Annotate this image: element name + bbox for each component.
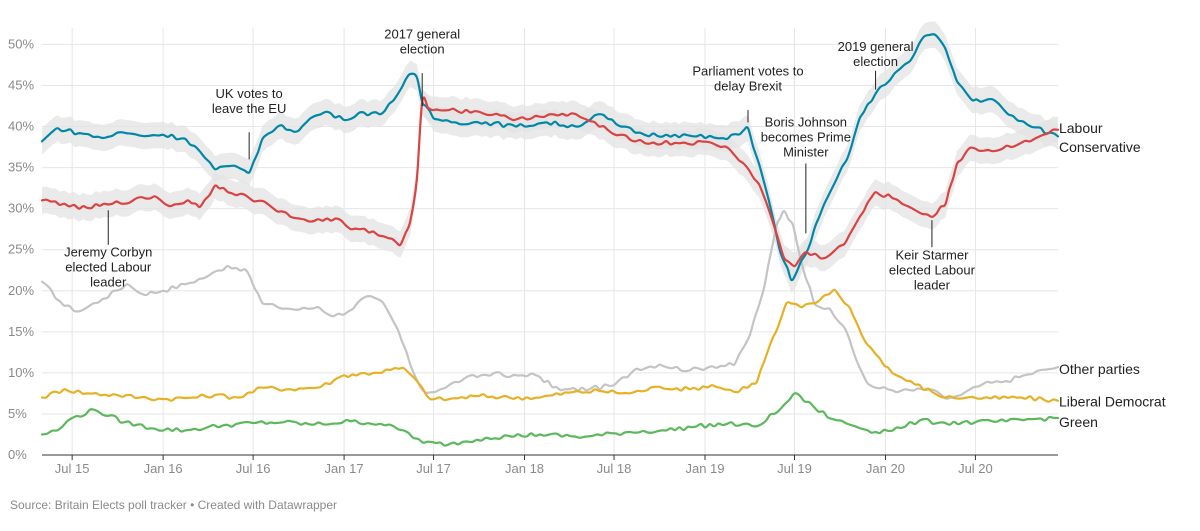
series-lines [40, 33, 1060, 447]
y-tick-label: 35% [8, 160, 34, 175]
annotation-text: 2017 general [384, 27, 460, 42]
uncertainty-bands [42, 21, 1058, 294]
other-parties-label: Other parties [1059, 361, 1140, 377]
x-tick-label: Jan 18 [505, 461, 544, 476]
y-tick-label: 45% [8, 77, 34, 92]
series-labels: Other parties Liberal Democrat Green Conser… [1059, 120, 1166, 430]
liberal-democrat-label: Liberal Democrat [1059, 394, 1166, 410]
annotation-text: elected Labour [889, 263, 976, 278]
green-line [40, 392, 1060, 447]
source-note: Source: Britain Elects poll tracker • Cr… [10, 498, 338, 512]
green-label: Green [1059, 414, 1098, 430]
annotation-text: leader [90, 274, 127, 289]
labour-label: Labour [1059, 120, 1103, 136]
x-tick-label: Jul 16 [236, 461, 271, 476]
annotation-text: elected Labour [65, 259, 152, 274]
x-tick-label: Jul 20 [958, 461, 993, 476]
x-tick-label: Jan 20 [866, 461, 905, 476]
x-tick-label: Jan 16 [144, 461, 183, 476]
y-tick-label: 15% [8, 324, 34, 339]
x-tick-label: Jul 17 [416, 461, 451, 476]
x-tick-label: Jul 19 [777, 461, 812, 476]
x-tick-label: Jan 17 [325, 461, 364, 476]
annotation-text: leave the EU [212, 101, 286, 116]
liberal-democrat-line [40, 288, 1060, 403]
annotation-text: election [400, 42, 445, 57]
x-tick-label: Jul 18 [597, 461, 632, 476]
y-tick-label: 5% [8, 406, 27, 421]
axes: 0% 5% 10% 15% 20% 25% 30% 35% 40% 45% 50% Jul 15 Jan… [8, 36, 1058, 476]
y-tick-label: 30% [8, 201, 34, 216]
x-tick-label: Jan 19 [685, 461, 724, 476]
x-tick-label: Jul 15 [55, 461, 90, 476]
annotation-text: Minister [783, 145, 829, 160]
labour-line [40, 96, 1060, 268]
y-tick-label: 50% [8, 36, 34, 51]
annotation-text: becomes Prime [761, 130, 851, 145]
y-tick-label: 25% [8, 242, 34, 257]
labour-band [42, 88, 1058, 280]
annotation-text: leader [914, 278, 951, 293]
gridlines [42, 28, 1058, 455]
y-tick-label: 0% [8, 447, 27, 462]
annotation-text: Parliament votes to [692, 64, 803, 79]
annotation-text: Boris Johnson [765, 115, 847, 130]
y-tick-label: 10% [8, 365, 34, 380]
annotation-text: 2019 general [838, 39, 914, 54]
conservative-label: Conservative [1059, 139, 1141, 155]
annotation-text: Jeremy Corbyn [64, 244, 152, 259]
annotation-text: delay Brexit [714, 79, 782, 94]
other-parties-line [40, 210, 1060, 400]
annotation-text: UK votes to [216, 86, 283, 101]
y-tick-label: 20% [8, 283, 34, 298]
annotation-text: election [853, 54, 898, 69]
y-tick-label: 40% [8, 119, 34, 134]
annotation-text: Keir Starmer [895, 248, 969, 263]
conservative-line [40, 33, 1060, 282]
